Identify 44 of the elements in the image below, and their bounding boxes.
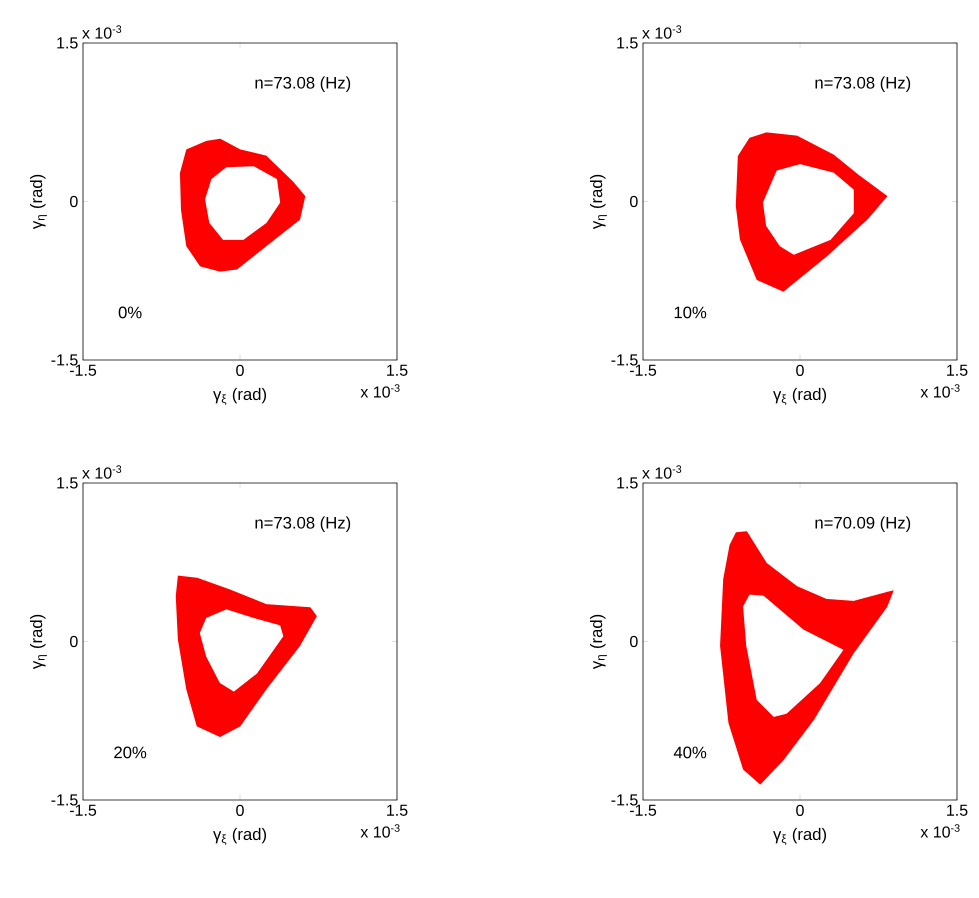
text: x 10$^{-3}$ bbox=[642, 465, 682, 479]
y-tick-label: 0 bbox=[630, 196, 638, 208]
annotation: n=73.08 (Hz) bbox=[256, 516, 350, 532]
annotation: 0% bbox=[118, 306, 142, 318]
text: x 10$^{-3}$ bbox=[642, 25, 682, 39]
annotation: n=73.08 (Hz) bbox=[816, 76, 910, 92]
y-tick-label: 0 bbox=[630, 636, 638, 648]
y-axis-title: γ$_{η}$ (rad) bbox=[590, 614, 607, 670]
y-axis-title: γ$_{η}$ (rad) bbox=[30, 174, 47, 230]
y-tick-label: -1.5 bbox=[611, 354, 638, 366]
x-axis-title: γ$_{ξ}$ (rad) bbox=[773, 388, 826, 405]
x-axis-title: γ$_{ξ}$ (rad) bbox=[773, 828, 826, 845]
text: x 10$^{-3}$ bbox=[82, 25, 122, 39]
x-tick-label: 1.5 bbox=[947, 364, 968, 376]
y-tick-label: -1.5 bbox=[51, 794, 78, 806]
x-axis-title: γ$_{ξ}$ (rad) bbox=[213, 388, 266, 405]
y-tick-label: 1.5 bbox=[57, 477, 78, 489]
annotation: n=70.09 (Hz) bbox=[816, 516, 910, 532]
y-tick-label: 1.5 bbox=[617, 37, 638, 49]
x-tick-label: 0 bbox=[796, 364, 804, 376]
y-axis-title: γ$_{η}$ (rad) bbox=[590, 174, 607, 230]
y-tick-label: 1.5 bbox=[57, 37, 78, 49]
x-tick-label: 1.5 bbox=[387, 364, 408, 376]
x-tick-label: 0 bbox=[796, 804, 804, 816]
annotation: 40% bbox=[674, 746, 706, 758]
x-tick-label: 0 bbox=[236, 364, 244, 376]
y-tick-label: -1.5 bbox=[611, 794, 638, 806]
x-tick-label: 1.5 bbox=[947, 804, 968, 816]
x-axis-title: γ$_{ξ}$ (rad) bbox=[213, 828, 266, 845]
annotation: n=73.08 (Hz) bbox=[256, 76, 350, 92]
text: x 10$^{-3}$ bbox=[360, 824, 400, 838]
annotation: 10% bbox=[674, 306, 706, 318]
text: x 10$^{-3}$ bbox=[82, 465, 122, 479]
y-tick-label: -1.5 bbox=[51, 354, 78, 366]
text: x 10$^{-3}$ bbox=[920, 824, 960, 838]
text: x 10$^{-3}$ bbox=[360, 384, 400, 398]
text: x 10$^{-3}$ bbox=[920, 384, 960, 398]
annotation: 20% bbox=[114, 746, 146, 758]
x-tick-label: 1.5 bbox=[387, 804, 408, 816]
y-tick-label: 0 bbox=[70, 636, 78, 648]
y-tick-label: 1.5 bbox=[617, 477, 638, 489]
x-tick-label: 0 bbox=[236, 804, 244, 816]
y-tick-label: 0 bbox=[70, 196, 78, 208]
y-axis-title: γ$_{η}$ (rad) bbox=[30, 614, 47, 670]
